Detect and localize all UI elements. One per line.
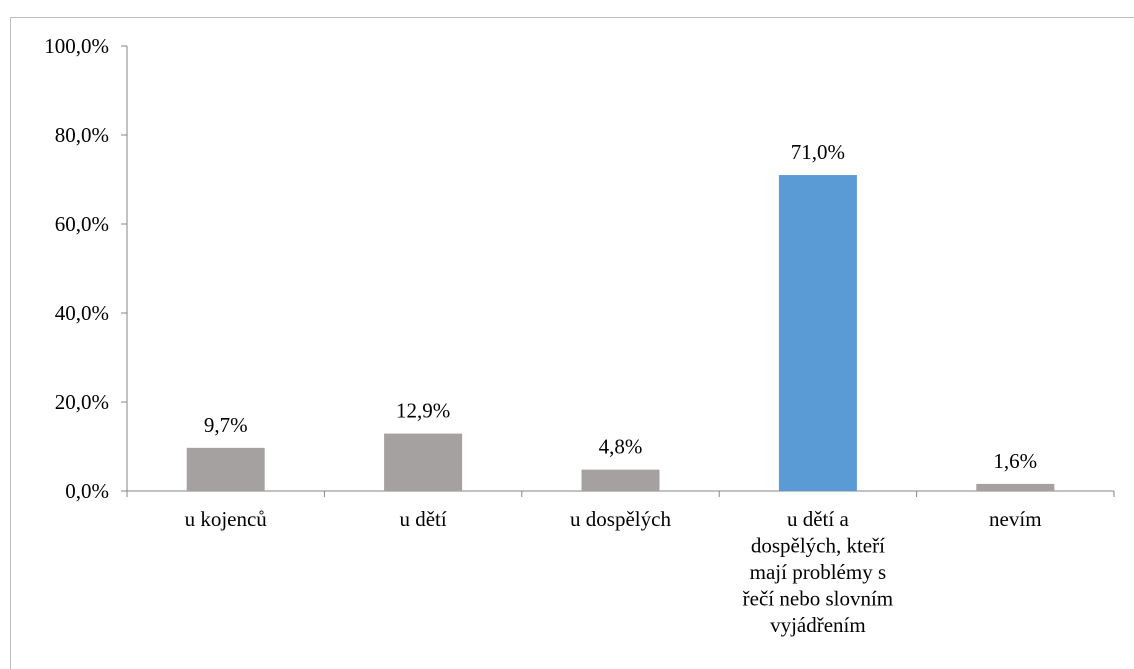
y-tick-label: 0,0%	[65, 479, 109, 503]
data-label: 1,6%	[993, 449, 1037, 473]
x-category-label: mají problémy s	[750, 560, 886, 584]
x-category-label: u kojenců	[185, 507, 268, 531]
chart-frame	[10, 17, 1134, 669]
y-tick-label: 60,0%	[55, 212, 109, 236]
data-label: 71,0%	[791, 140, 845, 164]
bar	[384, 433, 463, 491]
bar	[976, 483, 1055, 491]
bar	[581, 469, 660, 491]
y-tick-label: 80,0%	[55, 123, 109, 147]
y-tick-label: 20,0%	[55, 390, 109, 414]
chart-bars	[186, 175, 1055, 492]
x-category-label: u dětí	[399, 507, 446, 531]
chart-axes	[121, 45, 1115, 497]
x-category-label: vyjádřením	[770, 613, 866, 637]
x-category-label: řečí nebo slovním	[743, 587, 893, 611]
y-tick-label: 100,0%	[44, 34, 109, 58]
x-category-label: u dětí a	[787, 507, 849, 531]
bar	[778, 175, 857, 492]
data-label: 4,8%	[599, 435, 643, 459]
data-label: 12,9%	[396, 399, 450, 423]
x-category-label: u dospělých	[570, 507, 671, 531]
x-category-label: nevím	[989, 507, 1042, 531]
data-label: 9,7%	[204, 413, 248, 437]
chart-labels: 0,0% 20,0% 40,0% 60,0% 80,0% 100,0% 9,7% u koje…	[44, 34, 1041, 637]
bar	[186, 447, 265, 491]
y-tick-label: 40,0%	[55, 301, 109, 325]
x-category-label: dospělých, kteří	[751, 534, 885, 558]
